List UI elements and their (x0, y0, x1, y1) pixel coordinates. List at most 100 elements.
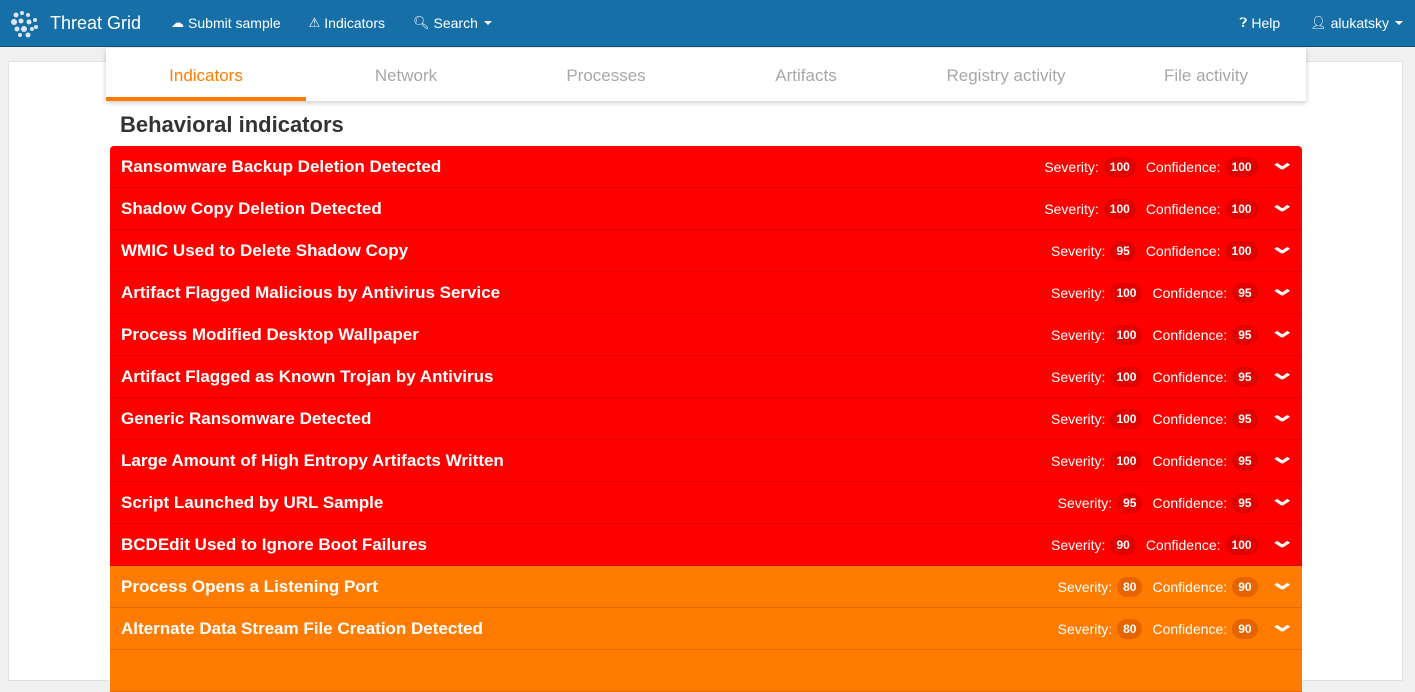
severity-badge: 100 (1110, 450, 1143, 471)
nav-search-label: Search (433, 15, 478, 31)
nav-user-dropdown[interactable]: 👤︎ alukatsky (1310, 15, 1403, 31)
indicator-row[interactable]: Ransomware Backup Deletion Detected Sever… (110, 146, 1302, 188)
chevron-down-icon[interactable]: ⌄ (1267, 442, 1296, 468)
severity-label: Severity: (1057, 620, 1113, 637)
nav-indicators[interactable]: ⚠ Indicators (309, 15, 385, 31)
chevron-down-icon[interactable]: ⌄ (1267, 568, 1296, 594)
confidence-badge: 95 (1232, 408, 1258, 429)
severity-badge: 80 (1117, 618, 1143, 639)
confidence-label: Confidence: (1152, 620, 1228, 637)
confidence-label: Confidence: (1152, 410, 1228, 427)
severity-label: Severity: (1050, 452, 1106, 469)
cloud-upload-icon: ☁ (171, 15, 185, 30)
severity-badge: 100 (1110, 282, 1143, 303)
chevron-down-icon[interactable]: ⌄ (1267, 232, 1296, 258)
confidence-label: Confidence: (1152, 578, 1228, 595)
confidence-label: Confidence: (1152, 284, 1228, 301)
indicator-title: Generic Ransomware Detected (121, 408, 372, 428)
nav-user-label: alukatsky (1330, 15, 1389, 31)
indicator-row[interactable]: Artifact Flagged Malicious by Antivirus … (110, 272, 1302, 314)
search-icon: 🔍︎ (412, 15, 430, 30)
confidence-badge: 90 (1232, 618, 1258, 639)
severity-badge: 95 (1117, 492, 1143, 513)
indicator-row[interactable]: WMIC Used to Delete Shadow Copy Severity:… (110, 230, 1302, 272)
tab-indicators[interactable]: Indicators (106, 48, 306, 101)
nav-submit-label: Submit sample (188, 15, 281, 31)
nav-indicators-label: Indicators (324, 15, 385, 31)
indicator-row[interactable]: Shadow Copy Deletion Detected Severity: 10… (110, 188, 1302, 230)
confidence-badge: 95 (1232, 366, 1258, 387)
severity-label: Severity: (1044, 158, 1099, 175)
question-circle-icon: ❓︎ (1239, 15, 1248, 30)
chevron-down-icon[interactable]: ⌄ (1267, 274, 1296, 300)
chevron-down-icon[interactable]: ⌄ (1267, 526, 1296, 552)
severity-label: Severity: (1044, 200, 1099, 217)
tab-registry-activity[interactable]: Registry activity (946, 66, 1066, 85)
severity-label: Severity: (1050, 410, 1106, 427)
chevron-down-icon[interactable]: ⌄ (1267, 190, 1296, 216)
user-icon: 👤︎ (1310, 15, 1327, 30)
confidence-label: Confidence: (1152, 452, 1228, 469)
severity-badge: 100 (1110, 366, 1143, 387)
tab-artifacts[interactable]: Artifacts (775, 66, 837, 85)
chevron-down-icon[interactable]: ⌄ (1267, 400, 1296, 426)
indicator-title: Process Opens a Listening Port (121, 576, 378, 596)
nav-search-dropdown[interactable]: 🔍︎ Search (413, 15, 492, 31)
chevron-down-icon[interactable]: ⌄ (1267, 148, 1296, 174)
indicator-row[interactable]: Process Modified Desktop Wallpaper Severi… (110, 314, 1302, 356)
confidence-label: Confidence: (1145, 158, 1221, 175)
confidence-badge: 100 (1225, 534, 1258, 555)
indicator-title: Large Amount of High Entropy Artifacts W… (121, 450, 504, 470)
brand-name: Threat Grid (50, 12, 142, 33)
severity-badge: 100 (1103, 198, 1136, 219)
severity-badge: 95 (1110, 240, 1136, 261)
indicator-row[interactable]: Script Launched by URL Sample Severity: 95… (110, 482, 1302, 524)
severity-badge: 100 (1103, 156, 1136, 177)
caret-down-icon (483, 21, 492, 25)
confidence-badge: 100 (1225, 240, 1258, 261)
tab-network[interactable]: Network (374, 66, 438, 85)
severity-label: Severity: (1050, 242, 1106, 259)
indicator-title: Alternate Data Stream File Creation Dete… (121, 618, 483, 638)
confidence-badge: 100 (1225, 198, 1258, 219)
severity-badge: 80 (1117, 576, 1143, 597)
tab-processes[interactable]: Processes (566, 66, 646, 85)
indicator-row[interactable]: BCDEdit Used to Ignore Boot Failures Seve… (110, 524, 1302, 566)
chevron-down-icon[interactable]: ⌄ (1267, 484, 1296, 510)
logo-link[interactable]: Threat Grid (8, 6, 171, 40)
confidence-badge: 95 (1232, 282, 1258, 303)
warning-icon: ⚠ (308, 15, 321, 30)
confidence-badge: 100 (1225, 156, 1258, 177)
severity-label: Severity: (1057, 494, 1113, 511)
indicator-title: Process Modified Desktop Wallpaper (121, 324, 419, 344)
nav-submit-sample[interactable]: ☁ Submit sample (171, 15, 281, 31)
threat-grid-logo-icon (11, 11, 38, 38)
tab-bar: Indicators Network Processes Artifacts R… (106, 48, 1306, 101)
indicator-row[interactable]: Artifact Flagged as Known Trojan by Anti… (110, 356, 1302, 398)
chevron-down-icon[interactable]: ⌄ (1267, 610, 1296, 636)
severity-label: Severity: (1050, 326, 1106, 343)
indicator-title: WMIC Used to Delete Shadow Copy (121, 240, 409, 260)
severity-label: Severity: (1050, 368, 1106, 385)
indicator-row[interactable] (110, 650, 1302, 692)
confidence-label: Confidence: (1145, 200, 1221, 217)
nav-help[interactable]: ❓︎ Help (1240, 15, 1281, 31)
indicator-row[interactable]: Large Amount of High Entropy Artifacts W… (110, 440, 1302, 482)
confidence-label: Confidence: (1145, 536, 1221, 553)
severity-label: Severity: (1050, 536, 1106, 553)
confidence-label: Confidence: (1145, 242, 1221, 259)
confidence-badge: 95 (1232, 492, 1258, 513)
chevron-down-icon[interactable]: ⌄ (1267, 316, 1296, 342)
severity-badge: 100 (1110, 324, 1143, 345)
indicator-row[interactable]: Process Opens a Listening Port Severity: 8… (110, 566, 1302, 608)
indicator-row[interactable]: Generic Ransomware Detected Severity: 100 C… (110, 398, 1302, 440)
chevron-down-icon[interactable]: ⌄ (1267, 358, 1296, 384)
tab-file-activity[interactable]: File activity (1163, 66, 1249, 85)
confidence-label: Confidence: (1152, 494, 1228, 511)
confidence-label: Confidence: (1152, 368, 1228, 385)
indicator-title: Ransomware Backup Deletion Detected (121, 156, 442, 176)
indicator-list: Ransomware Backup Deletion Detected Sever… (110, 146, 1302, 692)
indicator-row[interactable]: Alternate Data Stream File Creation Dete… (110, 608, 1302, 650)
top-navbar: Threat Grid ☁ Submit sample ⚠ Indicators 🔍… (0, 0, 1415, 47)
confidence-badge: 95 (1232, 324, 1258, 345)
